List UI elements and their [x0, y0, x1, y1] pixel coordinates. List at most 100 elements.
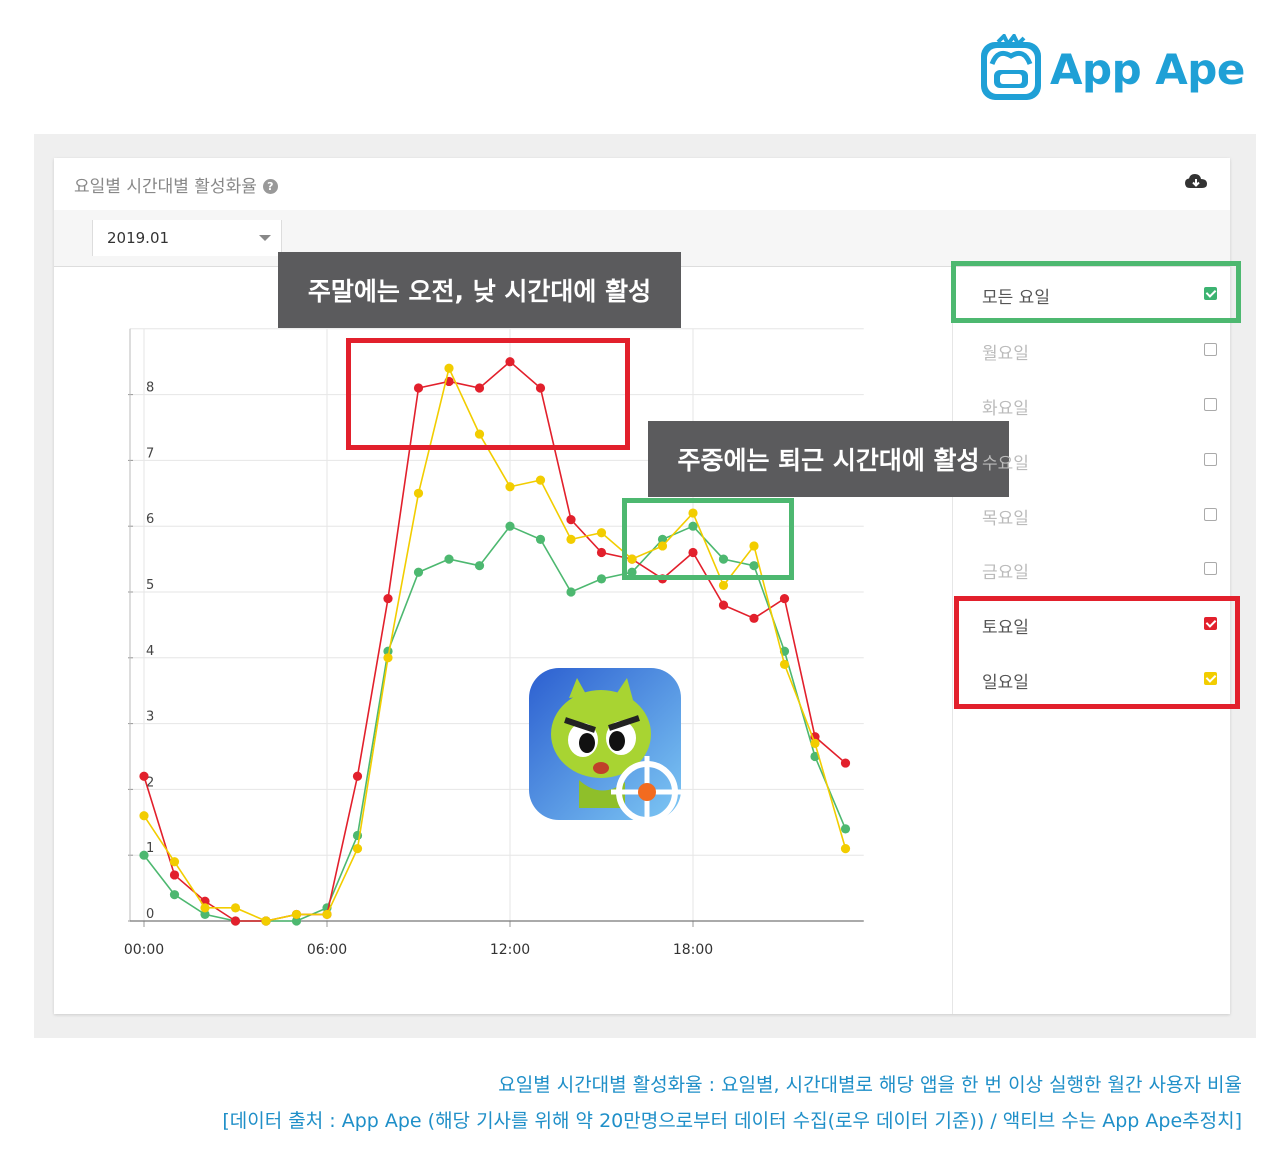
- weekend-peak-highlight: [346, 338, 630, 450]
- y-tick-label: 7: [146, 446, 154, 461]
- legend-label: 수요일: [982, 454, 1029, 474]
- data-point: [596, 574, 607, 584]
- data-point: [779, 659, 790, 669]
- x-tick-label: 12:00: [490, 942, 530, 958]
- chevron-down-icon: [259, 235, 271, 241]
- data-point: [718, 600, 729, 610]
- legend-label: 월요일: [982, 344, 1029, 364]
- legend-item-0[interactable]: 모든 요일: [982, 279, 1220, 309]
- data-point: [200, 909, 210, 920]
- brand-name: App Ape: [1050, 44, 1245, 94]
- legend-item-1[interactable]: 월요일: [982, 335, 1220, 365]
- legend-item-3[interactable]: 수요일: [982, 445, 1220, 475]
- cloud-download-icon[interactable]: [1184, 172, 1208, 192]
- legend-item-7[interactable]: 일요일: [982, 664, 1220, 694]
- y-tick-label: 8: [146, 381, 154, 396]
- legend-checkbox[interactable]: [1204, 398, 1217, 411]
- legend-item-4[interactable]: 목요일: [982, 500, 1220, 530]
- monkey-logo-icon: [981, 34, 1041, 100]
- data-point: [657, 541, 668, 551]
- legend-label: 일요일: [982, 673, 1029, 693]
- data-point: [383, 653, 393, 663]
- data-point: [596, 528, 607, 538]
- data-point: [383, 593, 393, 604]
- data-point: [749, 561, 759, 571]
- data-point: [352, 771, 363, 781]
- data-point: [779, 593, 790, 604]
- card-title-text: 요일별 시간대별 활성화율: [74, 177, 257, 197]
- data-point: [627, 554, 637, 564]
- y-tick-label: 2: [146, 775, 154, 790]
- data-point: [840, 758, 851, 768]
- app-ape-logo: App Ape: [978, 34, 1245, 104]
- data-point: [352, 844, 363, 854]
- data-point: [535, 383, 546, 393]
- data-point: [322, 909, 332, 920]
- data-point: [627, 567, 637, 577]
- legend-item-2[interactable]: 화요일: [982, 390, 1220, 420]
- legend-panel: [952, 266, 1231, 1014]
- footer-source: [데이터 출처 : App Ape (해당 기사를 위해 약 20만명으로부터 …: [222, 1110, 1242, 1132]
- legend-item-5[interactable]: 금요일: [982, 554, 1220, 584]
- y-tick-label: 1: [146, 841, 154, 856]
- data-point: [718, 580, 729, 591]
- data-point: [810, 751, 820, 762]
- app-icon: [529, 668, 681, 820]
- legend-label: 금요일: [982, 563, 1029, 583]
- data-point: [749, 613, 759, 623]
- y-tick-label: 5: [146, 578, 154, 593]
- data-point: [840, 844, 851, 854]
- legend-checkbox[interactable]: [1204, 672, 1217, 685]
- data-point: [169, 857, 180, 867]
- data-point: [413, 488, 424, 498]
- legend-label: 모든 요일: [982, 288, 1050, 308]
- y-tick-label: 6: [146, 512, 154, 527]
- y-tick-label: 4: [146, 644, 154, 659]
- data-point: [566, 515, 576, 525]
- data-point: [169, 890, 180, 900]
- y-tick-label: 0: [146, 907, 154, 922]
- data-point: [566, 587, 576, 597]
- x-tick-label: 06:00: [307, 942, 347, 958]
- data-point: [474, 561, 485, 571]
- y-tick-label: 3: [146, 710, 154, 725]
- data-point: [291, 909, 302, 920]
- series-2: [139, 363, 851, 926]
- weekday-peak-highlight: [622, 498, 794, 580]
- data-point: [169, 870, 180, 880]
- series-line: [143, 360, 847, 922]
- weekend-legend-highlight: [954, 596, 1240, 709]
- legend-checkbox[interactable]: [1204, 617, 1217, 630]
- data-point: [413, 567, 424, 577]
- legend-checkbox[interactable]: [1204, 453, 1217, 466]
- data-point: [840, 824, 851, 834]
- data-point: [230, 916, 241, 926]
- period-select-value: 2019.01: [107, 229, 170, 247]
- x-tick-label: 00:00: [124, 942, 164, 958]
- footer-note: 요일별 시간대별 활성화율 : 요일별, 시간대별로 해당 앱을 한 번 이상 …: [498, 1074, 1242, 1096]
- question-circle-icon[interactable]: ?: [262, 179, 278, 194]
- legend-checkbox[interactable]: [1204, 343, 1217, 356]
- all-days-legend-highlight: [951, 261, 1241, 323]
- legend-checkbox[interactable]: [1204, 562, 1217, 575]
- data-point: [200, 903, 210, 913]
- data-point: [505, 482, 515, 492]
- legend-item-6[interactable]: 토요일: [982, 609, 1220, 639]
- data-point: [810, 738, 820, 748]
- weekend-callout: 주말에는 오전, 낮 시간대에 활성: [278, 252, 681, 328]
- data-point: [444, 363, 454, 373]
- data-point: [139, 850, 149, 860]
- chart-grid: [130, 328, 864, 922]
- data-point: [749, 541, 759, 551]
- data-point: [261, 916, 271, 926]
- legend-label: 목요일: [982, 509, 1029, 529]
- legend-label: 토요일: [982, 618, 1029, 638]
- legend-checkbox[interactable]: [1204, 287, 1217, 300]
- data-point: [566, 534, 576, 544]
- chart-series: [139, 357, 851, 926]
- legend-checkbox[interactable]: [1204, 508, 1217, 521]
- card-title: 요일별 시간대별 활성화율?: [74, 172, 278, 197]
- period-select[interactable]: 2019.01: [92, 220, 282, 256]
- data-point: [688, 547, 698, 558]
